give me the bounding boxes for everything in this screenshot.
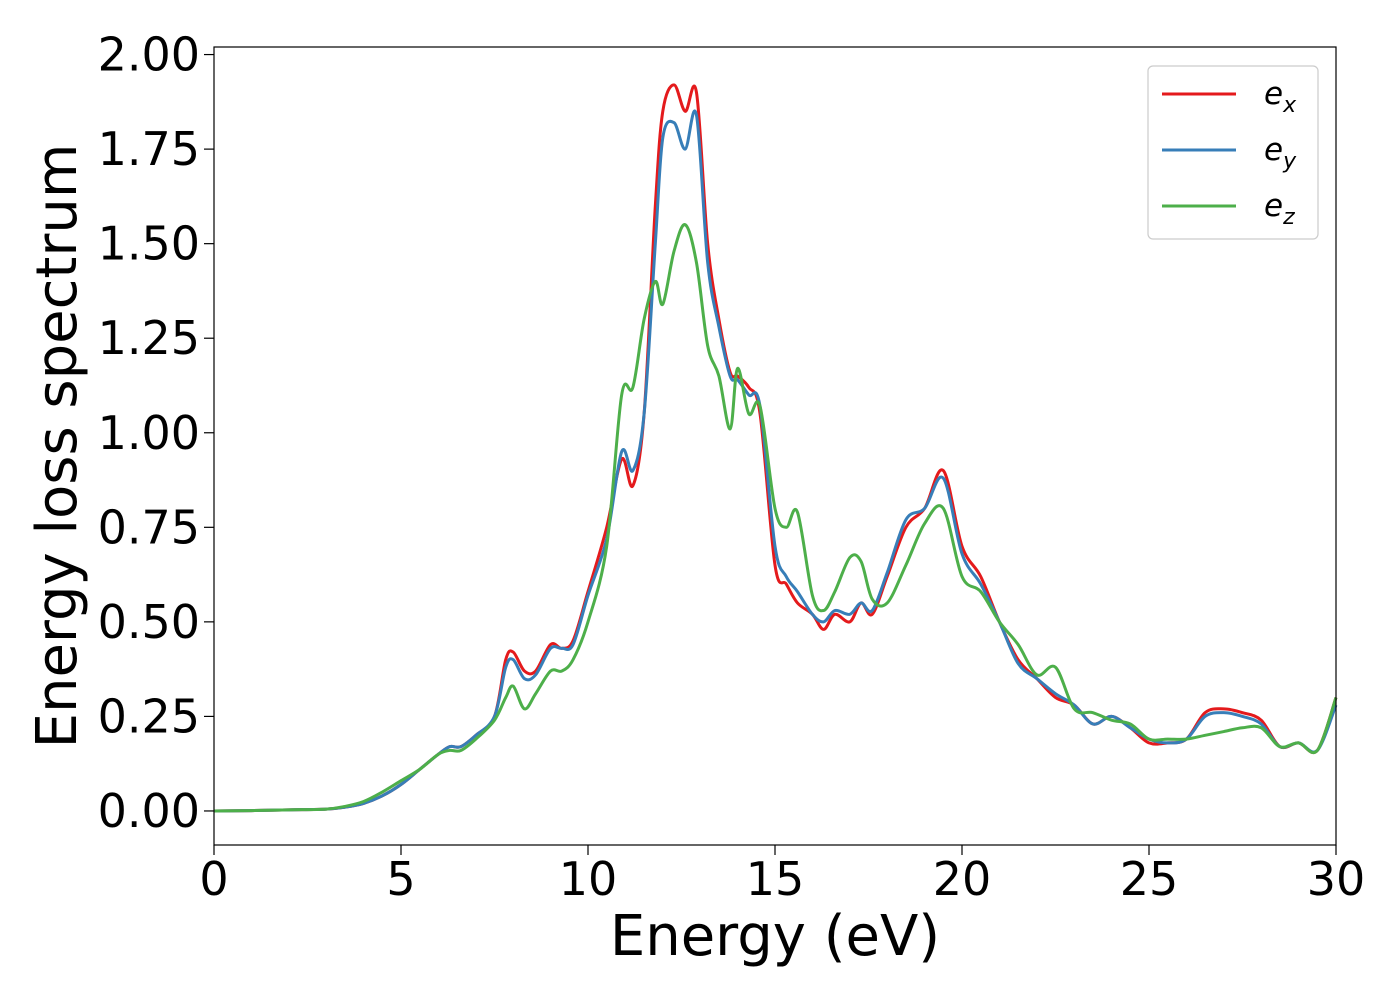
legend-label-y: ey [1264,132,1297,174]
y-tick-label: 2.00 [98,28,200,82]
y-tick-label: 1.75 [98,122,200,176]
legend-label-x: ex [1264,76,1297,118]
x-axis-label: Energy (eV) [610,904,940,969]
y-tick-label: 1.25 [98,311,200,365]
y-tick-label: 1.50 [98,217,200,271]
x-axis: 0 5 10 15 20 25 30 [199,845,1365,906]
x-tick-label: 15 [746,852,805,906]
x-tick-label: 25 [1120,852,1179,906]
legend-label-z: ez [1264,188,1295,230]
x-tick-label: 20 [933,852,992,906]
y-tick-label: 0.50 [98,595,200,649]
x-tick-label: 10 [559,852,618,906]
y-tick-label: 0.25 [98,689,200,743]
x-tick-label: 5 [386,852,415,906]
x-tick-label: 30 [1307,852,1366,906]
series-layer [213,83,1338,813]
series-line-z [213,223,1338,813]
legend-box [1147,65,1319,240]
y-tick-label: 0.00 [98,784,200,838]
y-tick-label: 0.75 [98,500,200,554]
y-axis: 0.00 0.25 0.50 0.75 1.00 1.25 1.50 1.75 2.00 [98,28,214,838]
y-axis-label: Energy loss spectrum [25,144,90,749]
x-tick-label: 0 [199,852,228,906]
legend: ex ey ez [1147,65,1319,240]
y-tick-label: 1.00 [98,406,200,460]
